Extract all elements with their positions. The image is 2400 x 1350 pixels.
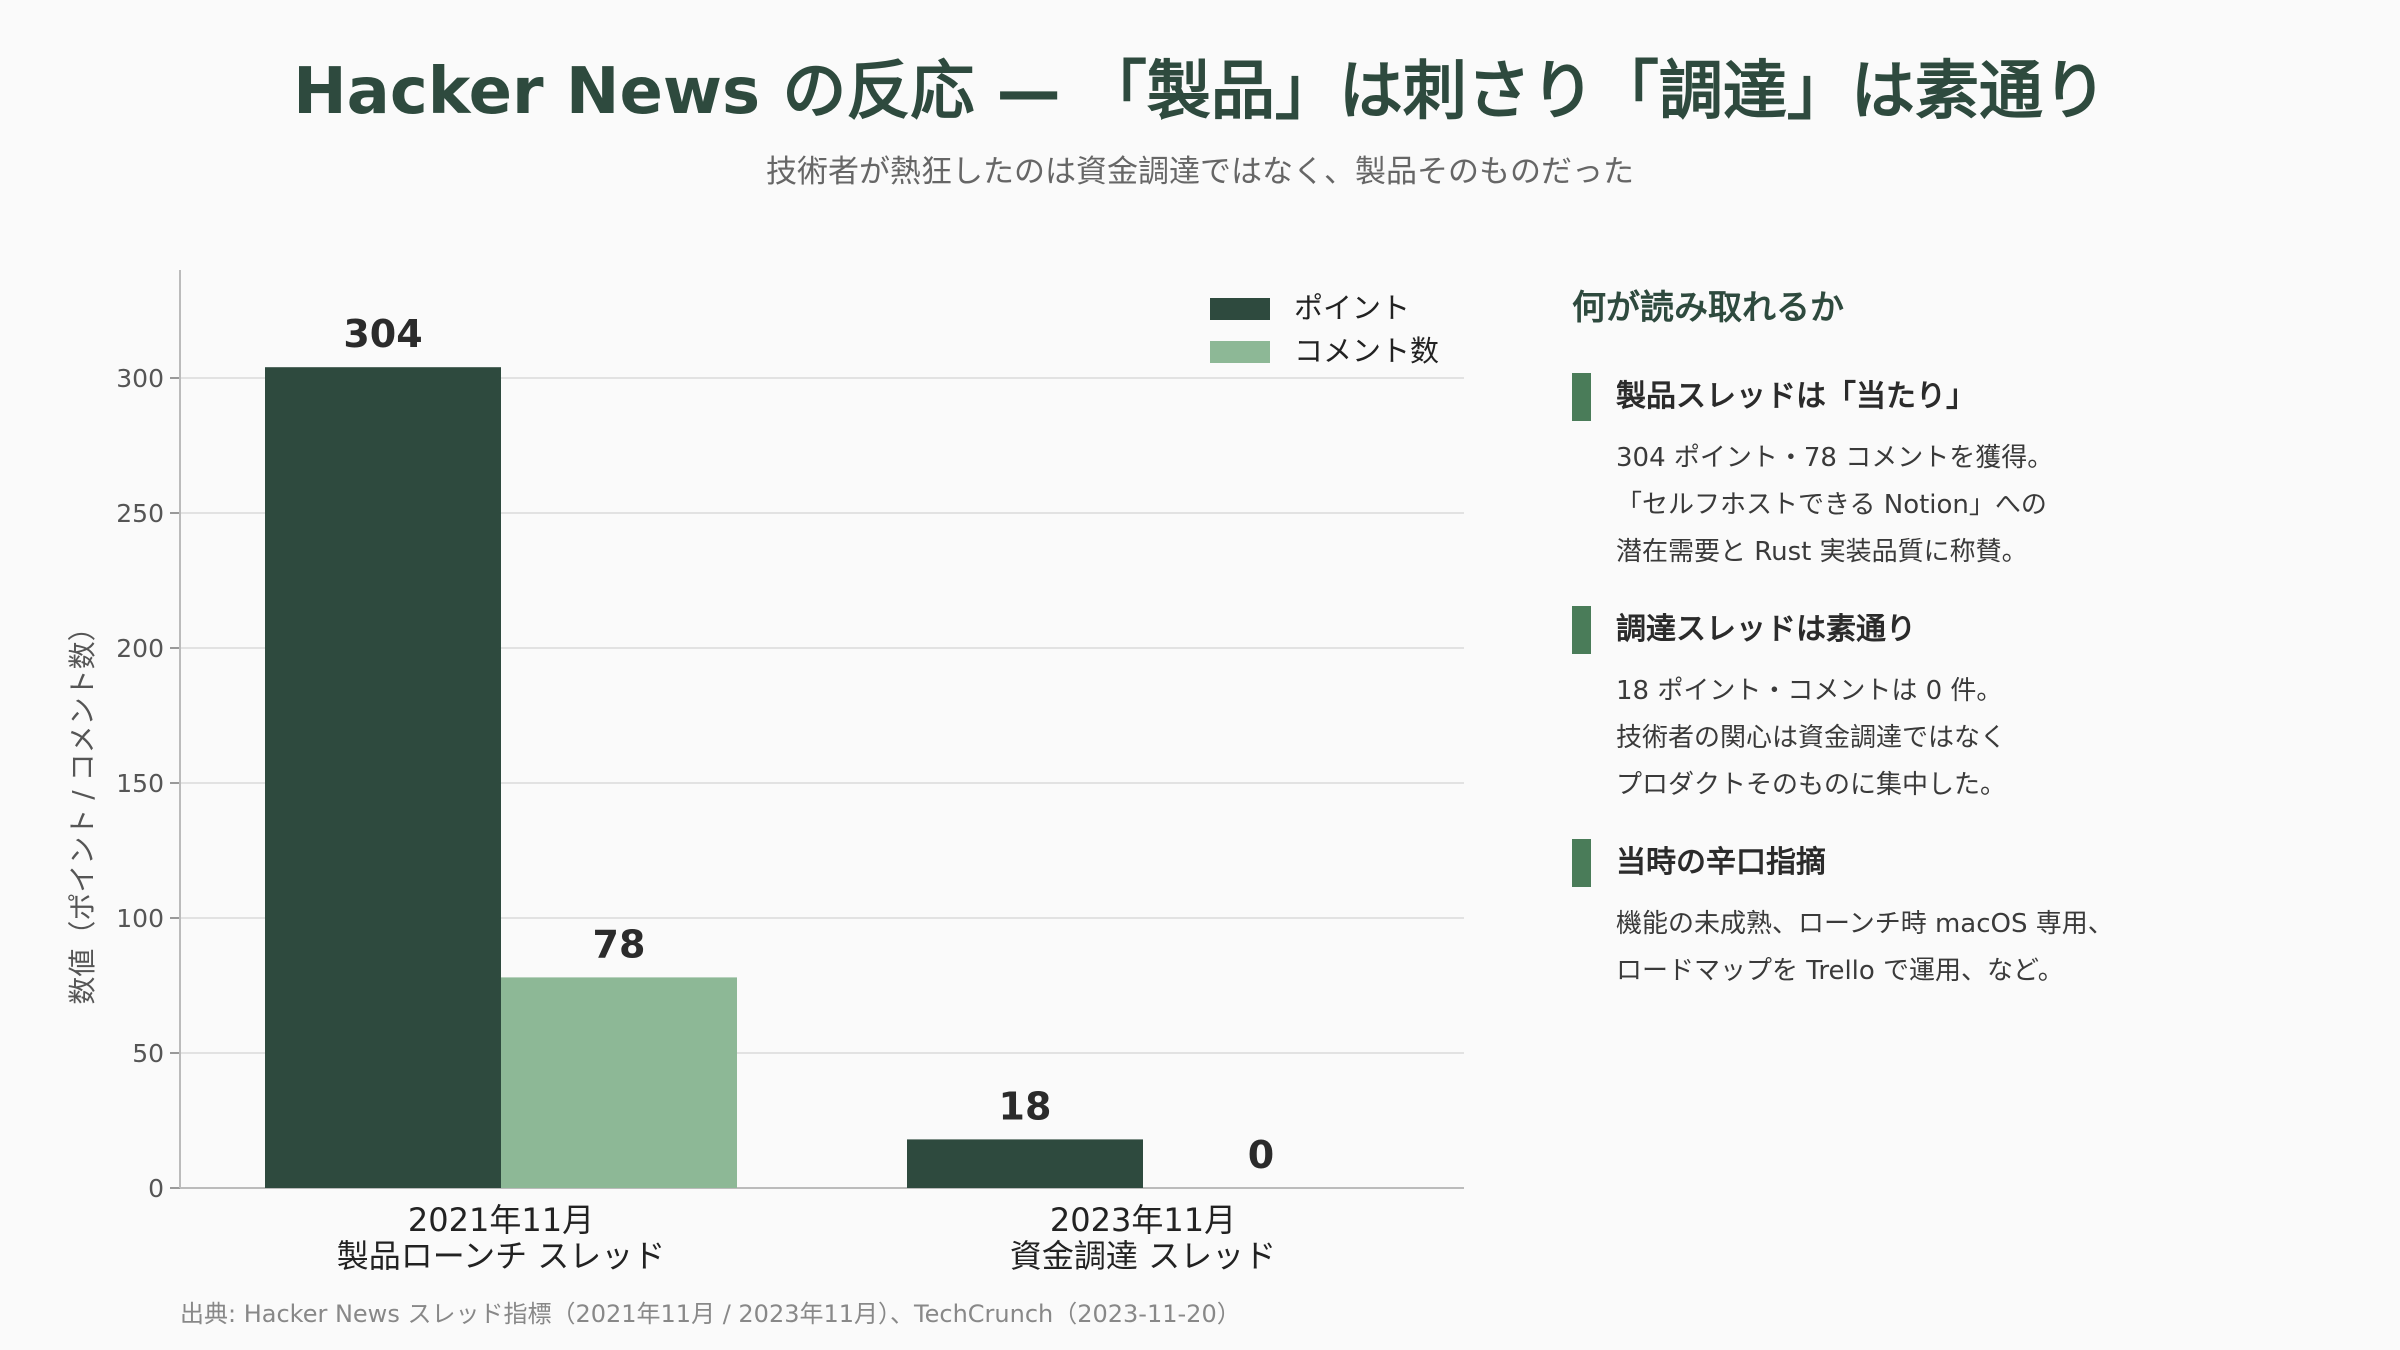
section-text-line: プロダクトそのものに集中した。: [1616, 770, 2007, 800]
bar-value-label: 304: [343, 312, 422, 356]
section-text-line: 技術者の関心は資金調達ではなく: [1616, 723, 2007, 753]
y-tick-label: 300: [116, 364, 164, 393]
y-tick-label: 50: [132, 1039, 164, 1068]
insight-section-critique: 当時の辛口指摘 機能の未成熟、ローンチ時 macOS 専用、 ロードマップを T…: [1572, 839, 2352, 995]
y-tick-label: 0: [148, 1174, 164, 1203]
section-text-line: 「セルフホストできる Notion」への: [1616, 490, 2047, 520]
y-tick-label: 200: [116, 634, 164, 663]
section-text-line: 18 ポイント・コメントは 0 件。: [1616, 676, 2003, 706]
legend-label: コメント数: [1294, 334, 1439, 368]
chart-title: Hacker News の反応 — 「製品」は刺さり「調達」は素通り: [293, 55, 2107, 129]
bar-value-label: 18: [999, 1084, 1052, 1128]
insight-section-funding: 調達スレッドは素通り 18 ポイント・コメントは 0 件。 技術者の関心は資金調…: [1572, 606, 2352, 809]
section-title: 当時の辛口指摘: [1616, 845, 1826, 880]
chart-subtitle: 技術者が熱狂したのは資金調達ではなく、製品そのものだった: [766, 154, 1634, 190]
bar-value-label: 78: [593, 922, 646, 966]
bar: [265, 367, 501, 1188]
legend-swatch: [1210, 341, 1270, 363]
section-accent-bar: [1572, 373, 1591, 421]
source-note: 出典: Hacker News スレッド指標（2021年11月 / 2023年1…: [180, 1300, 1241, 1328]
y-tick-label: 100: [116, 904, 164, 933]
x-tick-label: 2023年11月: [1050, 1201, 1236, 1239]
bar-chart: 0 50 100 150 200 250 300 数値（ポイント / コメント数） 304 78 2…: [66, 270, 1464, 1275]
section-text-line: ロードマップを Trello で運用、など。: [1616, 956, 2064, 986]
x-tick-label: 資金調達 スレッド: [1010, 1237, 1276, 1275]
section-text-line: 機能の未成熟、ローンチ時 macOS 専用、: [1616, 909, 2114, 939]
insight-section-product: 製品スレッドは「当たり」 304 ポイント・78 コメントを獲得。 「セルフホス…: [1572, 373, 2352, 576]
y-axis-label: 数値（ポイント / コメント数）: [66, 613, 99, 1004]
y-tick-label: 150: [116, 769, 164, 798]
insight-panel: 何が読み取れるか 製品スレッドは「当たり」 304 ポイント・78 コメントを獲…: [1572, 280, 2352, 1025]
section-title: 調達スレッドは素通り: [1616, 612, 1916, 647]
section-title: 製品スレッドは「当たり」: [1616, 379, 1976, 414]
section-accent-bar: [1572, 606, 1591, 654]
x-tick-label: 2021年11月: [408, 1201, 594, 1239]
insight-heading: 何が読み取れるか: [1572, 288, 1844, 328]
x-tick-label: 製品ローンチ スレッド: [337, 1237, 666, 1275]
bar: [501, 977, 737, 1188]
legend-swatch: [1210, 298, 1270, 320]
section-text-line: 潜在需要と Rust 実装品質に称賛。: [1616, 537, 2028, 567]
section-text-line: 304 ポイント・78 コメントを獲得。: [1616, 443, 2054, 473]
legend-label: ポイント: [1294, 291, 1410, 325]
y-tick-label: 250: [116, 499, 164, 528]
bar: [907, 1139, 1143, 1188]
section-accent-bar: [1572, 839, 1591, 887]
bar-value-label: 0: [1248, 1133, 1274, 1177]
